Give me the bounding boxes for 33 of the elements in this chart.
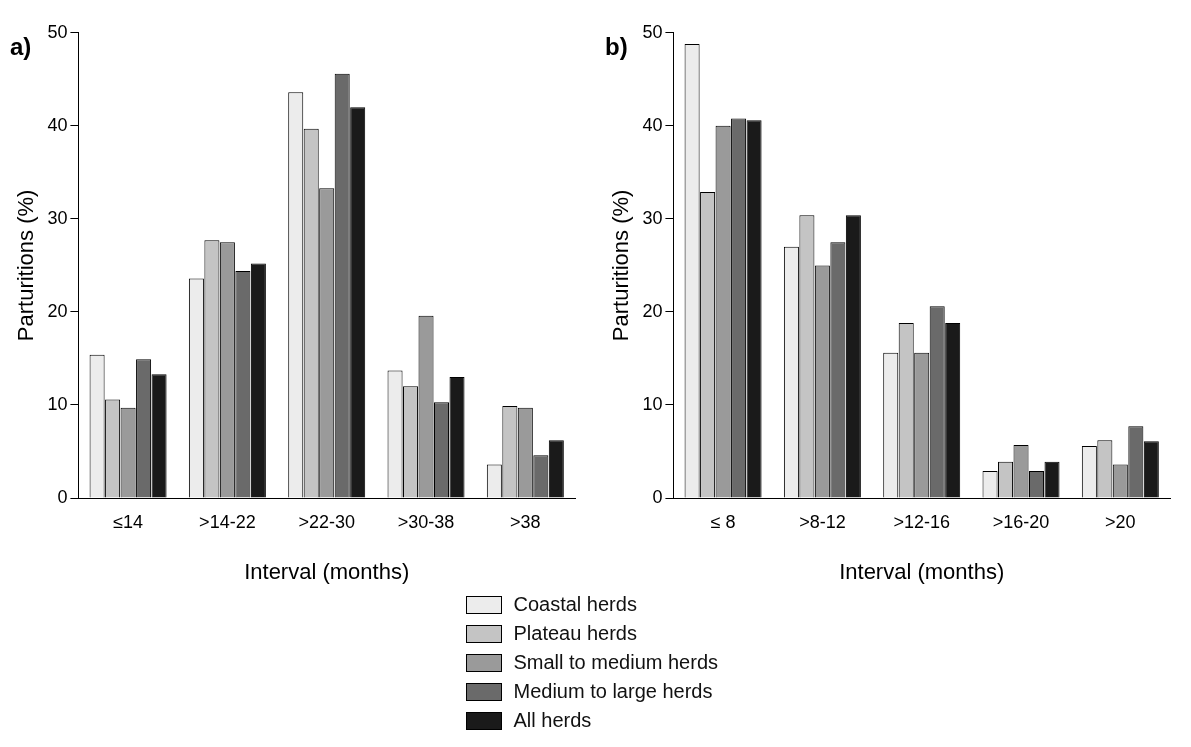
chart-title: a) [10, 33, 32, 61]
legend-label: All herds [513, 709, 592, 732]
y-tick-label: 20 [642, 300, 663, 321]
x-tick-label: >12-16 [893, 511, 950, 532]
legend-label: Coastal herds [513, 593, 637, 616]
x-axis-title: Interval (months) [839, 558, 1005, 584]
x-tick-label: >22-30 [298, 511, 355, 532]
x-tick-label: >20 [1105, 511, 1136, 532]
y-tick-label: 10 [47, 393, 68, 414]
x-tick-label: >38 [510, 511, 541, 532]
x-tick-label: >14-22 [199, 511, 256, 532]
y-axis-title: Parturitions (%) [13, 189, 39, 342]
x-tick-label: ≤14 [113, 511, 144, 532]
y-axis-title: Parturitions (%) [608, 189, 634, 342]
y-tick-label: 40 [47, 114, 68, 135]
y-tick-label: 10 [642, 393, 663, 414]
y-tick-label: 20 [47, 300, 68, 321]
y-tick-label: 30 [47, 207, 68, 228]
chart-title: b) [605, 33, 628, 61]
x-axis-title: Interval (months) [244, 558, 410, 584]
y-tick-label: 0 [652, 486, 663, 507]
y-tick-label: 40 [642, 114, 663, 135]
x-tick-label: ≤ 8 [710, 511, 736, 532]
y-tick-label: 50 [47, 21, 68, 42]
legend-label: Plateau herds [513, 622, 637, 645]
y-tick-label: 30 [642, 207, 663, 228]
y-tick-label: 50 [642, 21, 663, 42]
x-tick-label: >30-38 [397, 511, 455, 532]
x-tick-label: >16-20 [992, 511, 1050, 532]
legend-label: Medium to large herds [513, 680, 713, 703]
y-tick-label: 0 [57, 486, 68, 507]
legend-label: Small to medium herds [513, 651, 719, 674]
x-tick-label: >8-12 [799, 511, 846, 532]
